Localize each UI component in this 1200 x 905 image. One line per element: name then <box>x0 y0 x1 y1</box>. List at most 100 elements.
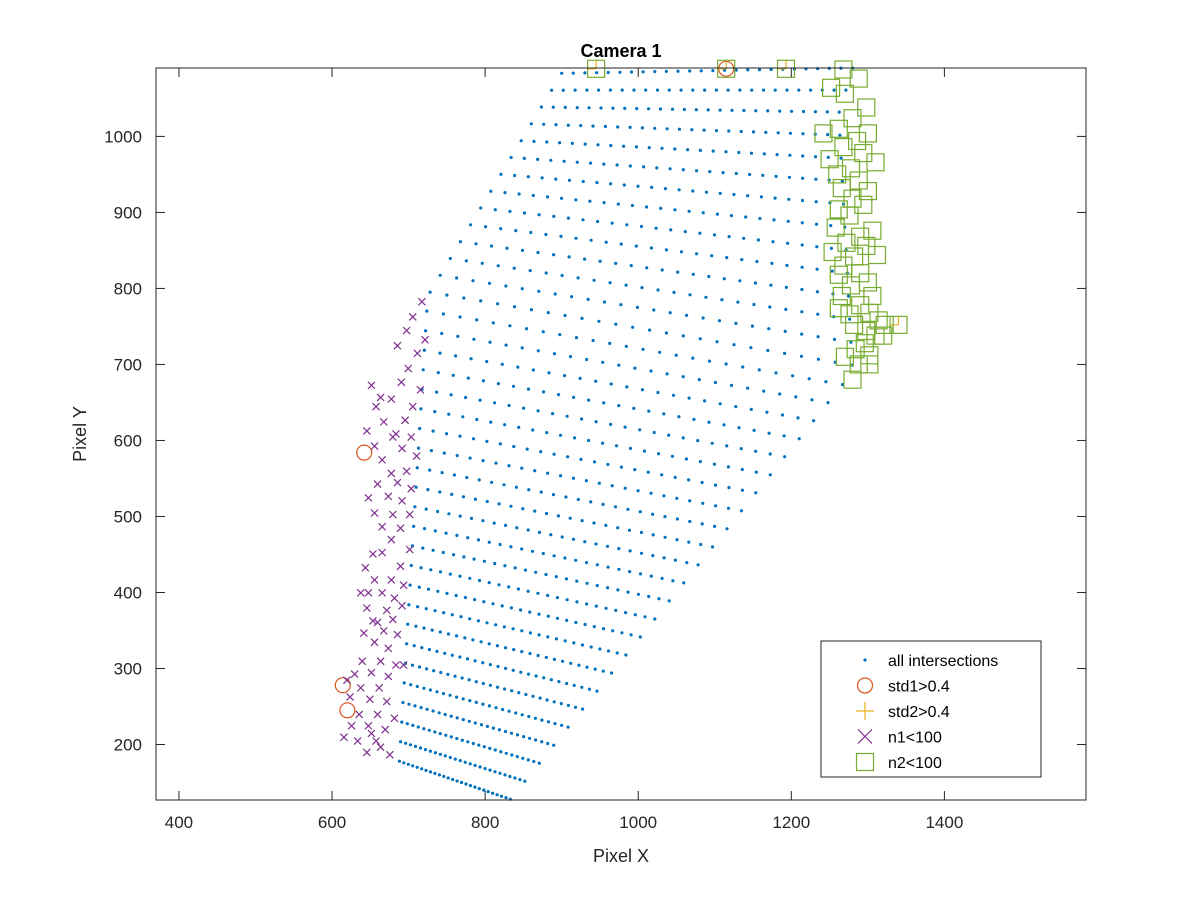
intersection-point <box>529 230 533 235</box>
intersection-point <box>595 689 599 693</box>
intersection-point <box>695 252 699 256</box>
intersection-point <box>466 376 470 380</box>
intersection-point <box>520 248 525 252</box>
intersection-point <box>615 163 619 167</box>
intersection-point <box>566 123 570 127</box>
intersection-point <box>726 465 731 469</box>
intersection-point <box>714 504 718 508</box>
x-marker-b <box>413 349 422 358</box>
intersection-point <box>577 663 581 667</box>
intersection-point <box>551 412 555 416</box>
intersection-point <box>636 592 641 596</box>
intersection-point <box>546 614 550 618</box>
intersection-point <box>638 428 642 432</box>
x-marker <box>376 743 385 752</box>
intersection-point <box>604 240 608 244</box>
intersection-point <box>449 714 453 718</box>
intersection-point <box>671 393 676 397</box>
intersection-point <box>566 725 570 729</box>
intersection-point <box>433 730 437 734</box>
intersection-point <box>454 354 458 358</box>
x-marker <box>393 341 402 350</box>
intersection-point <box>513 173 517 178</box>
x-marker <box>367 729 376 738</box>
intersection-point <box>652 308 656 312</box>
intersection-point <box>523 779 527 783</box>
intersection-point <box>550 88 554 92</box>
intersection-point <box>477 578 482 583</box>
intersection-point <box>413 704 417 708</box>
intersection-point <box>657 597 661 601</box>
axes-box <box>155 67 1087 801</box>
intersection-point <box>711 149 715 153</box>
plus-marker <box>889 315 900 326</box>
intersection-point <box>740 467 744 472</box>
intersection-point <box>453 757 457 761</box>
intersection-point <box>482 745 486 749</box>
intersection-point <box>484 225 488 229</box>
intersection-point <box>606 586 610 590</box>
square-marker <box>837 233 856 252</box>
intersection-point <box>560 723 564 728</box>
intersection-point <box>520 287 524 291</box>
x-marker <box>372 737 380 745</box>
legend-label: std1>0.4 <box>888 679 950 696</box>
intersection-point <box>566 703 571 708</box>
x-marker-b <box>376 657 385 666</box>
x-marker-b <box>401 416 410 425</box>
intersection-point <box>616 125 620 129</box>
intersection-point <box>485 621 489 625</box>
intersection-point <box>526 672 531 676</box>
intersection-point <box>712 233 717 237</box>
intersection-point <box>774 174 778 178</box>
intersection-point <box>625 385 629 389</box>
intersection-point <box>595 181 599 185</box>
intersection-point <box>674 353 678 357</box>
legend-label: all intersections <box>888 653 998 670</box>
intersection-point <box>651 533 655 537</box>
intersection-point <box>609 143 613 148</box>
intersection-point <box>554 637 559 641</box>
intersection-point <box>698 231 702 235</box>
intersection-point <box>419 706 423 710</box>
intersection-point <box>420 646 424 650</box>
intersection-point <box>785 88 789 92</box>
intersection-point <box>746 68 750 72</box>
intersection-point <box>825 110 829 114</box>
intersection-point <box>683 230 687 234</box>
x-marker-b <box>353 737 362 745</box>
intersection-point <box>730 108 734 112</box>
intersection-point <box>425 707 429 711</box>
intersection-point <box>435 390 439 394</box>
intersection-point <box>649 369 653 373</box>
square-marker <box>866 153 885 172</box>
square-marker <box>586 59 606 78</box>
intersection-point <box>807 377 811 381</box>
intersection-point <box>766 109 770 113</box>
intersection-point <box>579 124 583 128</box>
intersection-point <box>739 447 743 451</box>
intersection-point <box>565 414 569 418</box>
legend-marker-x-b <box>857 729 873 744</box>
intersection-point <box>510 753 514 757</box>
intersection-point <box>786 219 790 223</box>
intersection-point <box>649 491 653 495</box>
intersection-point <box>748 172 752 177</box>
intersection-point <box>597 319 601 323</box>
intersection-point <box>829 224 833 228</box>
intersection-point <box>528 631 533 635</box>
square-marker <box>841 276 861 295</box>
intersection-point <box>537 213 541 217</box>
intersection-point <box>646 470 650 474</box>
x-marker-b <box>396 524 405 533</box>
intersection-point <box>564 495 568 499</box>
intersection-point <box>651 512 655 516</box>
intersection-point <box>408 743 413 747</box>
intersection-point <box>696 563 700 567</box>
x-marker-b <box>356 588 365 597</box>
intersection-point <box>752 302 756 307</box>
intersection-point <box>416 605 420 609</box>
intersection-point <box>509 731 514 735</box>
intersection-point <box>667 433 671 437</box>
intersection-point <box>563 639 567 643</box>
